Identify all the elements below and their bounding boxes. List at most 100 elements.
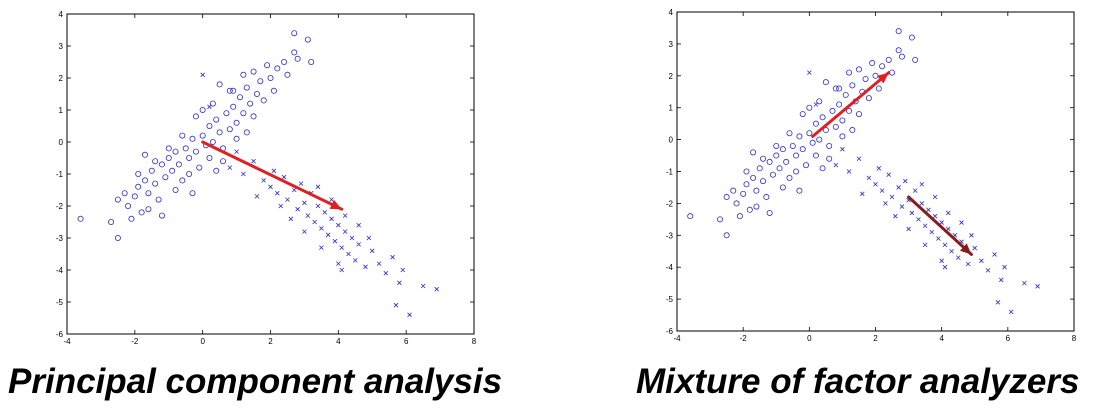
cross-point xyxy=(979,258,984,264)
circle-point xyxy=(816,136,823,143)
y-tick-label: 3 xyxy=(669,40,674,49)
circle-point xyxy=(135,170,142,177)
cross-point xyxy=(312,219,317,225)
circle-point xyxy=(162,174,169,181)
circle-point xyxy=(125,202,132,209)
circle-point xyxy=(206,123,213,130)
circle-point xyxy=(114,234,121,241)
y-tick-label: -3 xyxy=(56,234,64,243)
circle-point xyxy=(304,36,311,43)
circle-point xyxy=(206,154,213,161)
cross-point xyxy=(1008,309,1014,315)
mfa-panel: -4 -2 0 2 4 6 8 -6 -5 -4 -3 -2 -1 0 1 2 3 4 Mixture of fa… xyxy=(556,0,1112,414)
circle-point xyxy=(131,193,138,200)
circle-point xyxy=(855,66,862,73)
cross-point xyxy=(400,267,406,273)
cross-point xyxy=(325,232,331,238)
cross-point xyxy=(942,264,948,270)
y-tick-label: -5 xyxy=(666,295,674,304)
circle-point xyxy=(855,111,862,118)
circle-point xyxy=(779,184,786,191)
circle-point xyxy=(260,97,267,104)
circle-point xyxy=(209,138,216,145)
cross-point xyxy=(363,264,368,270)
plot-frame xyxy=(676,11,1075,332)
circle-point xyxy=(152,180,159,187)
cross-point xyxy=(902,178,908,184)
circle-point xyxy=(869,60,876,67)
cross-point xyxy=(376,261,382,266)
circle-point xyxy=(740,190,747,197)
cross-point xyxy=(397,280,402,286)
cross-point xyxy=(349,235,355,241)
circle-point xyxy=(192,113,199,120)
cross-point xyxy=(995,300,1001,305)
circle-point xyxy=(846,107,853,114)
circle-point xyxy=(179,132,186,139)
x-tick-label: 6 xyxy=(404,337,409,346)
circle-point xyxy=(760,155,767,162)
y-tick-label: -2 xyxy=(56,202,64,211)
component-arrow xyxy=(907,195,973,256)
cross-point xyxy=(949,248,954,254)
circle-point xyxy=(769,171,776,178)
y-tick-label: -1 xyxy=(56,170,64,179)
circle-point xyxy=(264,62,271,69)
circle-point xyxy=(846,69,853,76)
y-tick-label: -6 xyxy=(666,327,674,336)
circle-point xyxy=(753,203,760,210)
circle-point xyxy=(803,162,810,169)
cross-point xyxy=(434,286,439,292)
circle-point xyxy=(216,129,223,136)
y-tick-label: -2 xyxy=(666,199,674,208)
cross-point xyxy=(278,203,283,209)
circle-point xyxy=(158,161,165,168)
circle-point xyxy=(822,79,829,86)
circle-point xyxy=(789,142,796,149)
y-tick-label: 3 xyxy=(59,42,64,51)
pca-panel: -4 -2 0 2 4 6 8 -6 -5 -4 -3 -2 -1 0 1 2 3 4 Principal com… xyxy=(8,10,502,401)
circle-point xyxy=(121,190,128,197)
cross-point xyxy=(922,242,928,248)
cross-point xyxy=(315,184,321,190)
x-tick-label: 2 xyxy=(873,334,878,343)
circle-point xyxy=(284,71,291,78)
cross-point xyxy=(876,166,882,171)
cross-point xyxy=(319,226,324,231)
cross-point xyxy=(985,268,991,273)
x-tick-label: 2 xyxy=(268,337,273,346)
circle-point xyxy=(253,91,260,98)
circle-point xyxy=(145,190,152,197)
x-tick-label: -2 xyxy=(740,334,748,343)
circle-point xyxy=(773,152,780,159)
y-tick-label: -4 xyxy=(56,266,64,275)
circle-point xyxy=(895,47,902,54)
cross-point xyxy=(407,312,412,318)
cross-point xyxy=(932,194,938,200)
cross-point xyxy=(1022,280,1027,286)
circle-point xyxy=(723,232,730,239)
y-tick-label: -5 xyxy=(56,298,64,307)
cross-point xyxy=(251,158,256,164)
circle-point xyxy=(832,123,839,130)
cross-point xyxy=(369,248,375,254)
y-tick-label: 2 xyxy=(669,72,674,81)
circle-point xyxy=(786,174,793,181)
cross-point xyxy=(932,213,938,219)
circle-point xyxy=(736,213,743,220)
circle-point xyxy=(760,178,767,185)
cross-point xyxy=(840,146,845,152)
circle-point xyxy=(226,87,233,94)
cross-point xyxy=(305,213,311,218)
cross-point xyxy=(207,104,212,110)
circle-point xyxy=(717,216,724,223)
cross-point xyxy=(807,70,812,75)
x-tick-label: 8 xyxy=(1072,334,1077,343)
circle-point xyxy=(240,71,247,78)
cross-point xyxy=(939,258,944,264)
circle-point xyxy=(142,151,149,158)
cross-point xyxy=(955,255,961,260)
circle-point xyxy=(816,98,823,105)
cross-point xyxy=(912,188,918,193)
cross-point xyxy=(813,102,819,107)
